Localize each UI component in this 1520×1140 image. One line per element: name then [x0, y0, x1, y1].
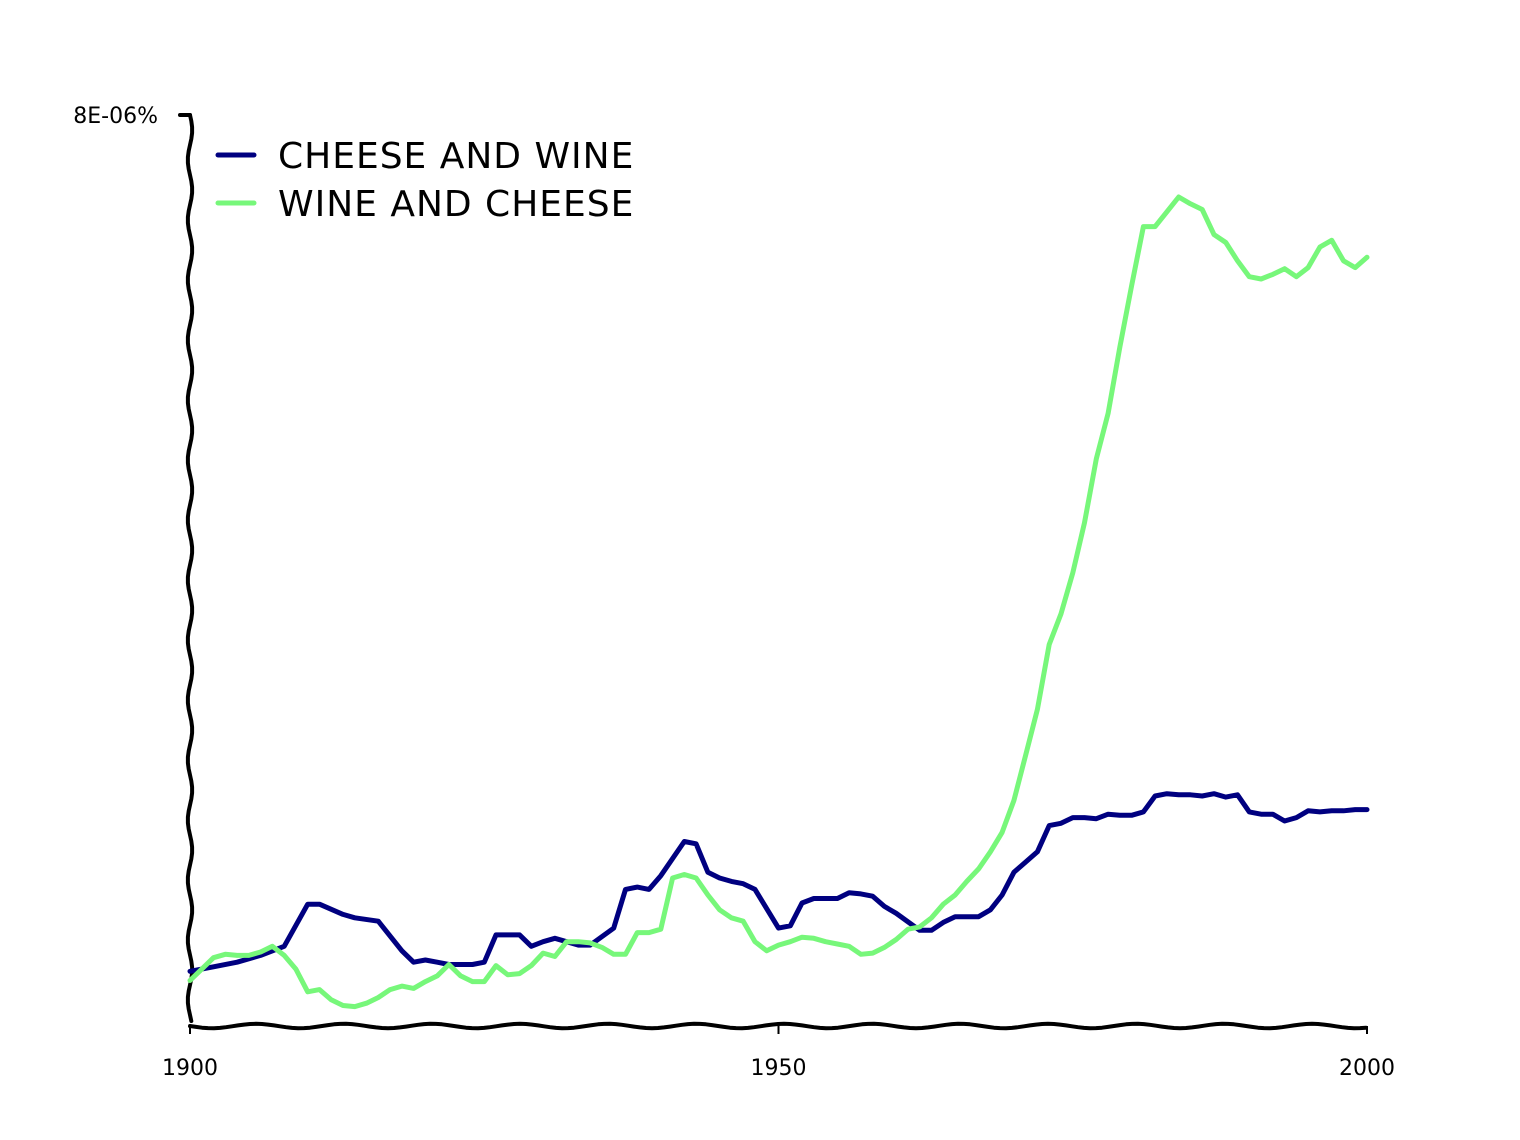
chart-series-group	[187, 194, 1370, 1010]
chart-axes	[178, 113, 1368, 1031]
legend-label-cheese-and-wine: CHEESE AND WINE	[278, 136, 634, 177]
x-tick-label: 1900	[162, 1056, 218, 1081]
chart-ticks: 1900 1950 2000 8E-06%	[73, 104, 1395, 1081]
legend-label-wine-and-cheese: WINE AND CHEESE	[278, 184, 634, 225]
x-axis-line	[188, 1021, 1368, 1031]
chart-legend: CHEESE AND WINE WINE AND CHEESE	[215, 136, 634, 225]
y-tick-label: 8E-06%	[73, 104, 158, 129]
y-axis-line	[185, 113, 195, 1023]
series-line-cheese-and-wine	[187, 791, 1370, 974]
series-line-wine-and-cheese	[187, 194, 1370, 1010]
x-tick-label: 1950	[751, 1056, 807, 1081]
x-tick-label: 2000	[1339, 1056, 1395, 1081]
